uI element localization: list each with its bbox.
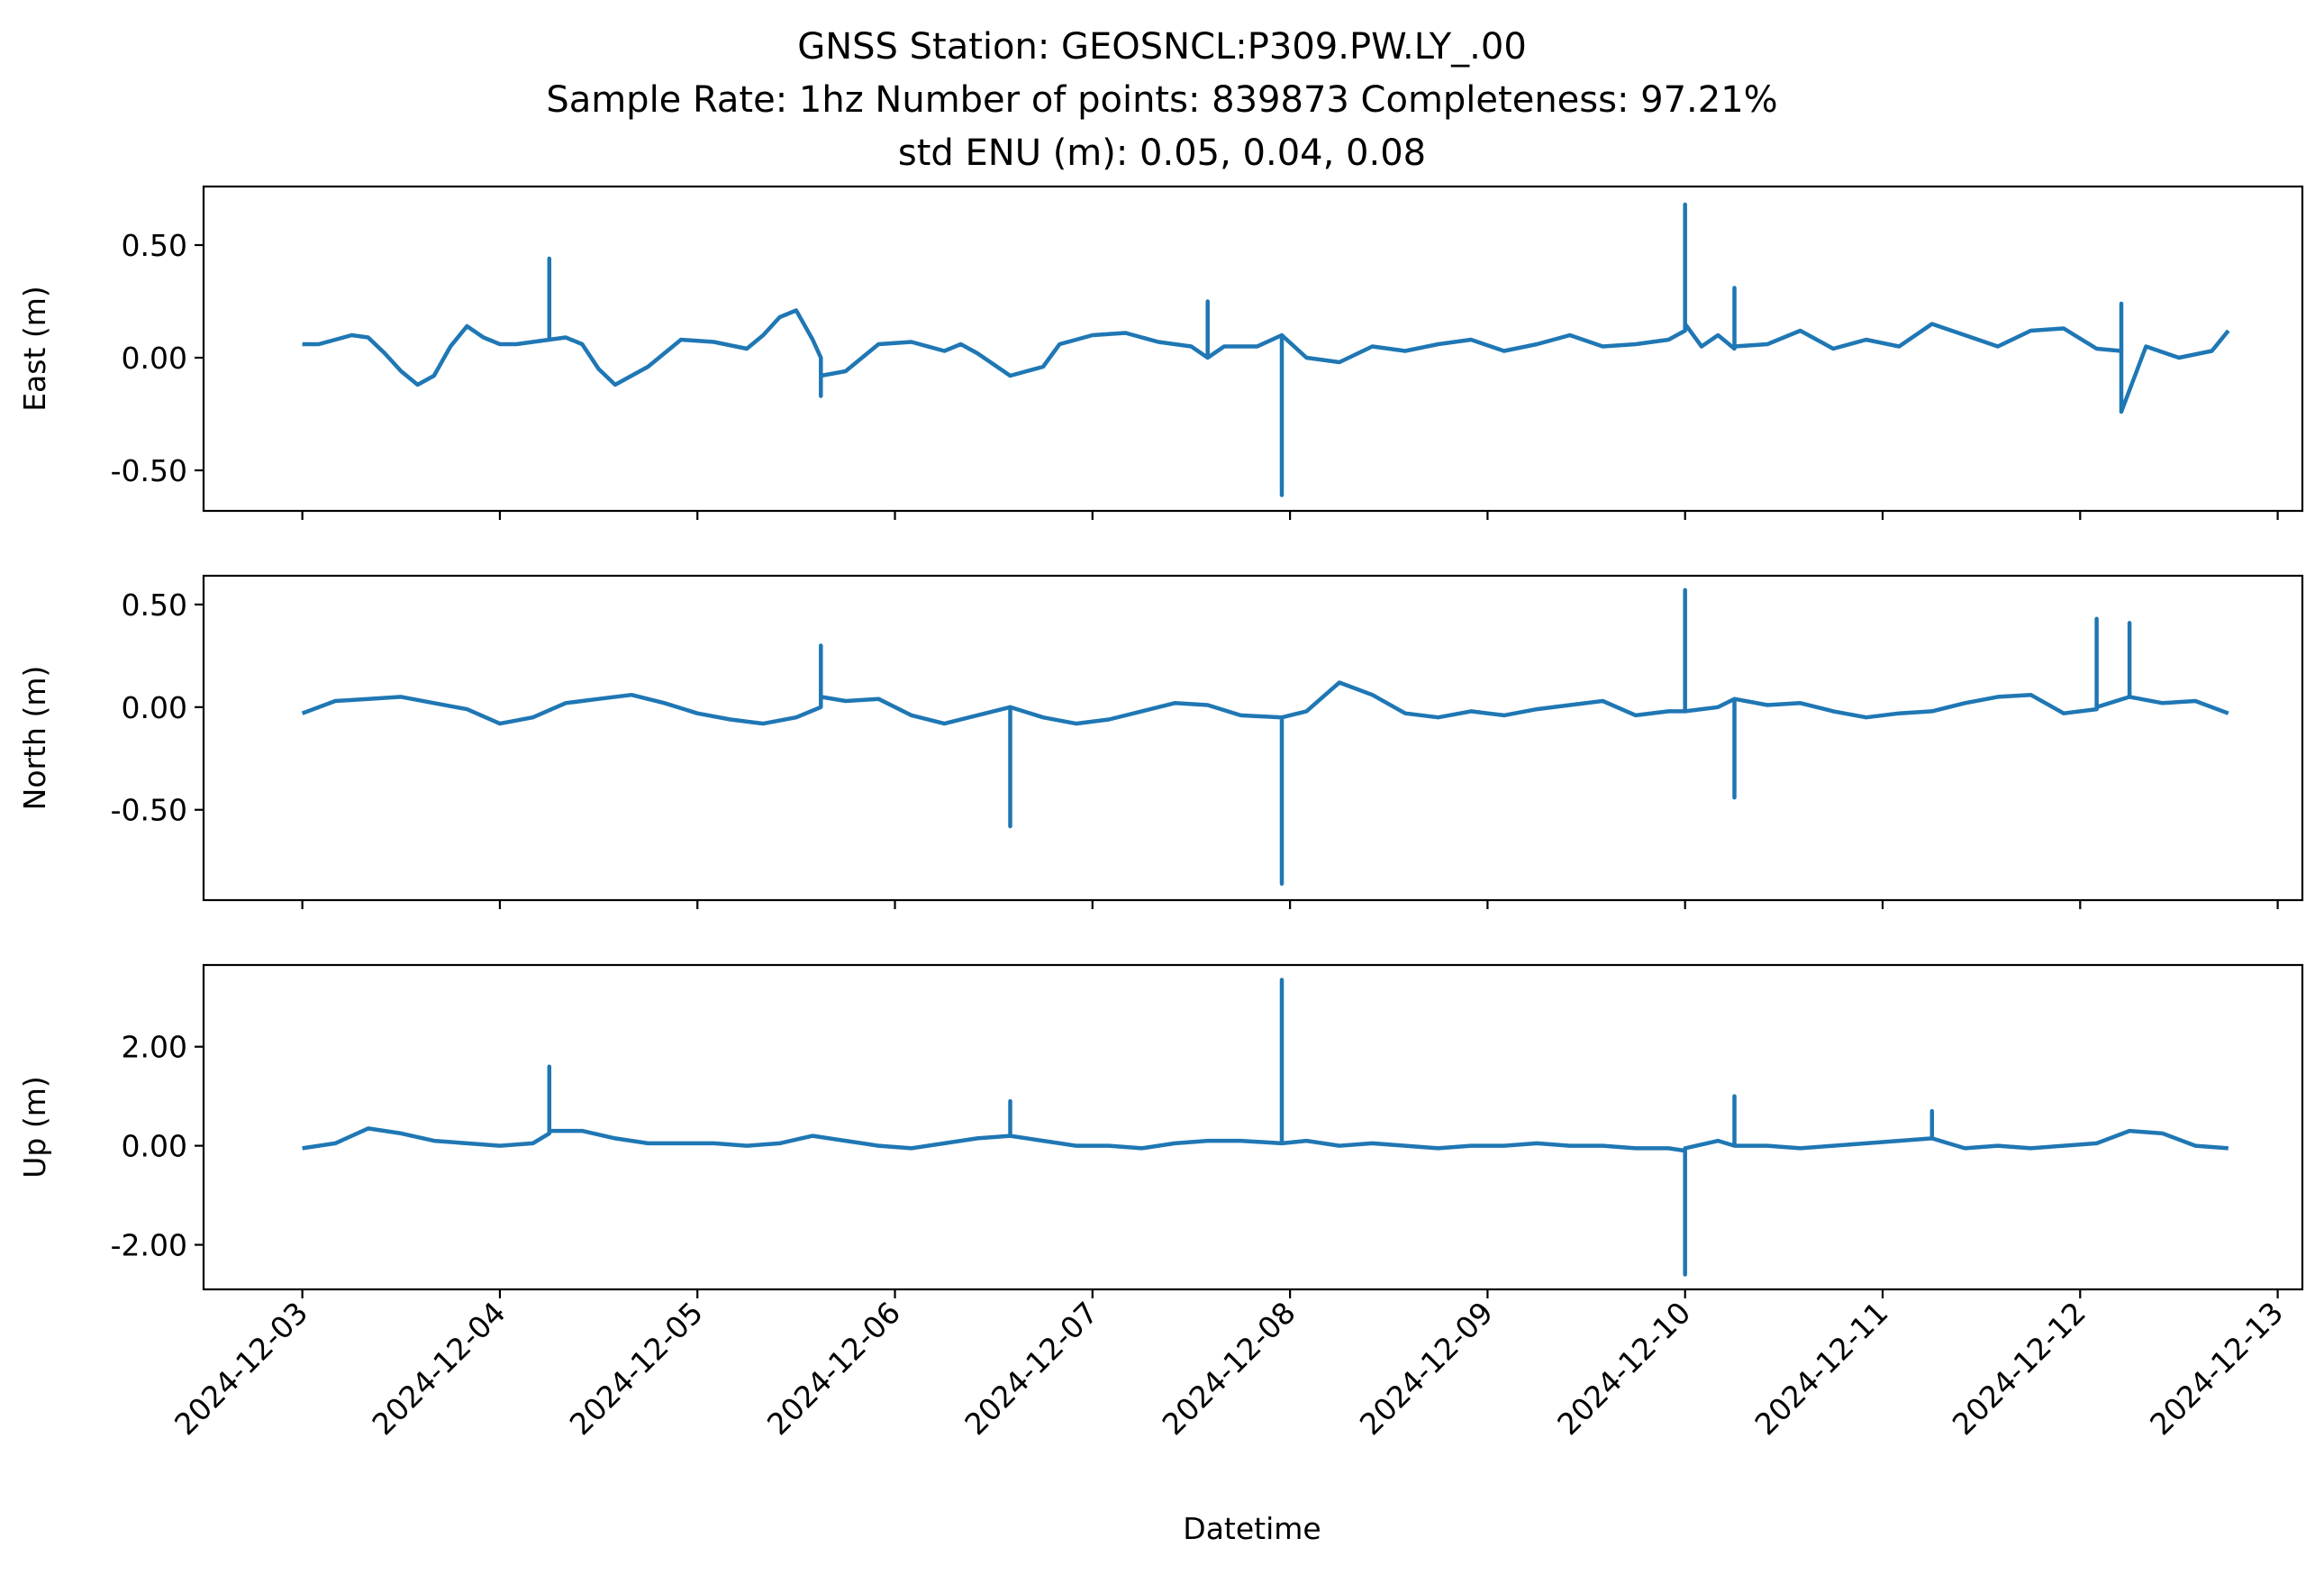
panel-east: 0.50 0.00 -0.50 East (m) [17,185,2304,520]
y-axis-label-east: East (m) [17,286,52,412]
series-line-east [302,202,2230,497]
series-line-north [301,587,2229,887]
y-tick-label-north: 0.50 [122,587,187,623]
title-line-1: GNSS Station: GEOSNCL:P309.PW.LY_.00 [797,26,1527,68]
y-tick-label-up: 0.00 [122,1129,187,1164]
y-axis-label-up: Up (m) [17,1076,52,1179]
y-tick-label-north: 0.00 [122,690,187,725]
y-tick-label-east: -0.50 [111,453,187,488]
y-tick-label-east: 0.50 [122,228,187,263]
y-tick-label-up: 2.00 [122,1030,187,1065]
panel-north: 0.50 0.00 -0.50 North (m) [17,574,2304,909]
title-line-2: Sample Rate: 1hz Number of points: 83987… [546,79,1777,121]
axes-frame-east [202,185,2304,513]
axes-frame-north [202,574,2304,902]
y-tick-label-east: 0.00 [122,341,187,376]
title-line-3: std ENU (m): 0.05, 0.04, 0.08 [898,132,1426,174]
series-line-up [302,978,2229,1277]
x-axis-label: Datetime [1183,1511,1321,1546]
y-tick-label-north: -0.50 [111,793,187,828]
y-axis-label-north: North (m) [17,666,52,811]
axes-frame-up [202,963,2304,1291]
y-tick-label-up: -2.00 [111,1228,187,1263]
